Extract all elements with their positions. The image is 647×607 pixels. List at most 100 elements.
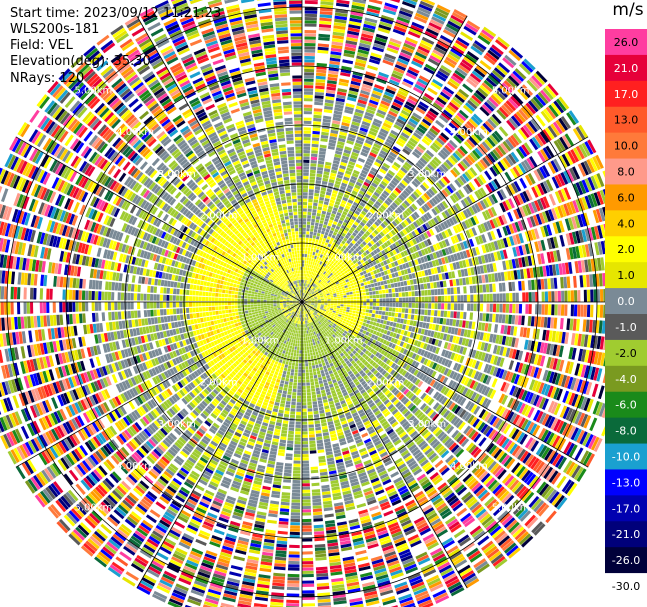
velocity-gate [310,281,313,285]
velocity-gate [312,268,315,272]
velocity-gate [445,219,452,227]
velocity-gate [411,89,422,98]
velocity-gate [326,294,330,297]
velocity-gate [565,248,571,260]
velocity-gate [387,44,400,51]
velocity-gate [482,198,490,208]
velocity-gate [431,159,440,167]
velocity-gate [432,275,437,282]
velocity-gate [122,161,131,171]
velocity-gate [401,292,406,297]
velocity-gate [293,260,296,265]
velocity-gate [329,175,336,180]
velocity-gate [314,189,320,194]
velocity-gate [387,284,392,289]
velocity-gate [474,256,480,265]
velocity-gate [366,105,377,112]
velocity-gate [351,269,355,273]
velocity-gate [415,175,424,183]
velocity-gate [338,274,343,278]
velocity-gate [311,278,314,282]
velocity-gate [567,290,571,302]
velocity-gate [400,281,404,287]
velocity-gate [477,34,491,45]
velocity-gate [312,288,316,291]
velocity-gate [498,126,509,137]
velocity-gate [355,247,360,253]
velocity-gate [338,205,344,211]
velocity-gate [310,222,315,226]
velocity-gate [425,276,430,283]
velocity-gate [372,295,376,299]
velocity-gate [312,130,320,135]
velocity-gate [294,130,302,134]
velocity-gate [389,251,394,257]
velocity-gate [443,86,455,95]
velocity-gate [369,299,373,302]
velocity-gate [544,291,549,302]
velocity-gate [318,279,322,283]
velocity-gate [286,252,290,256]
velocity-gate [362,117,372,124]
velocity-gate [489,293,493,302]
velocity-gate [489,219,496,229]
velocity-gate [516,193,524,205]
velocity-gate [432,13,447,22]
velocity-gate [320,294,324,297]
velocity-gate [476,294,480,302]
velocity-gate [574,290,578,302]
velocity-gate [415,219,422,227]
velocity-gate [347,93,358,99]
velocity-gate [275,121,284,126]
velocity-gate [432,142,441,151]
velocity-gate [489,263,494,273]
velocity-gate [446,104,457,114]
velocity-gate [448,217,455,226]
velocity-gate [507,97,519,109]
velocity-gate [289,218,294,222]
velocity-gate [335,225,341,230]
velocity-gate [439,202,446,211]
velocity-gate [348,90,359,96]
velocity-gate [386,185,394,192]
velocity-gate [422,118,432,127]
velocity-gate [540,149,549,161]
velocity-gate [324,242,329,246]
velocity-gate [430,52,443,61]
velocity-gate [493,240,499,250]
velocity-gate [386,298,390,302]
velocity-gate [397,253,403,259]
velocity-gate [394,121,404,128]
velocity-gate [396,277,400,282]
velocity-gate [341,232,346,237]
velocity-gate [284,186,291,190]
velocity-gate [446,185,454,194]
velocity-gate [402,46,414,54]
velocity-gate [290,30,302,34]
velocity-gate [326,265,331,270]
velocity-gate [485,183,493,194]
velocity-gate [325,239,330,243]
velocity-gate [292,238,296,242]
velocity-gate [322,284,326,287]
velocity-gate [578,180,587,194]
velocity-gate [407,185,414,193]
velocity-gate [379,150,388,157]
velocity-gate [597,241,603,255]
velocity-gate [335,270,340,274]
velocity-gate [457,162,466,172]
velocity-gate [310,286,314,290]
velocity-gate [526,217,533,228]
velocity-gate [339,216,345,222]
velocity-gate [348,254,353,259]
velocity-gate [414,129,424,137]
velocity-gate [458,260,464,269]
velocity-gate [321,251,325,255]
velocity-gate [436,204,444,212]
velocity-gate [431,197,439,205]
velocity-gate [518,257,523,268]
velocity-gate [553,250,558,262]
velocity-gate [434,139,443,148]
velocity-gate [418,75,430,84]
velocity-gate [352,224,357,229]
